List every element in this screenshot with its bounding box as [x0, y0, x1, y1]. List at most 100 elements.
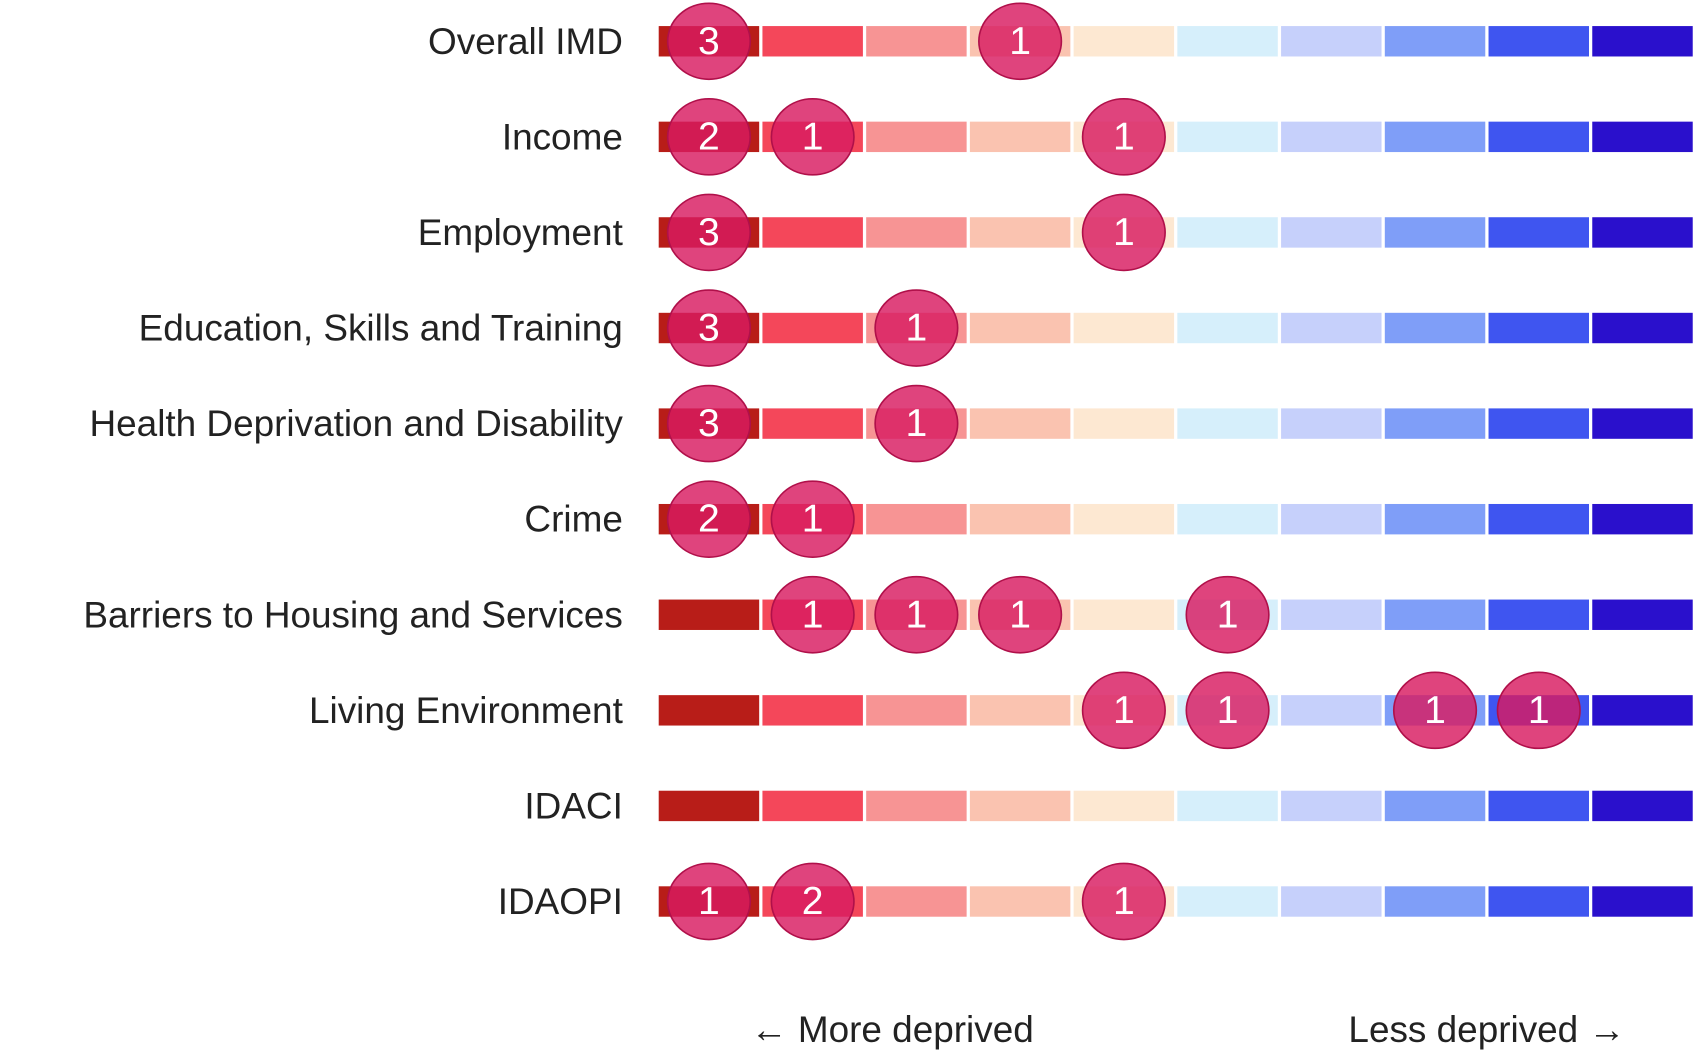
decile-segment — [1177, 121, 1278, 153]
count-label: 2 — [698, 115, 720, 158]
count-bubble — [770, 862, 855, 941]
count-bubble — [666, 98, 752, 176]
row-label: Living Environment — [309, 690, 623, 731]
decile-segment — [762, 217, 863, 248]
decile-segment — [1384, 312, 1486, 344]
decile-segment — [1073, 503, 1175, 535]
count-bubble — [666, 384, 752, 463]
row-label: Overall IMD — [428, 21, 623, 62]
decile-segment — [1281, 599, 1382, 630]
count-bubble — [1081, 193, 1166, 272]
count-bubble — [666, 480, 752, 559]
decile-segment — [1384, 599, 1486, 630]
decile-segment — [1488, 503, 1589, 535]
count-label: 1 — [1217, 689, 1239, 732]
count-label: 1 — [802, 115, 824, 158]
decile-segment — [1073, 26, 1175, 57]
count-label: 1 — [698, 880, 720, 923]
decile-segment — [969, 217, 1071, 248]
row-label: IDAOPI — [498, 881, 623, 922]
count-bubble — [978, 2, 1063, 81]
decile-segment — [969, 695, 1071, 726]
decile-segment — [1281, 26, 1382, 57]
count-label: 3 — [698, 211, 720, 254]
decile-segment — [866, 695, 967, 726]
decile-segment — [1281, 790, 1382, 822]
decile-segment — [1384, 121, 1486, 153]
decile-segment — [1592, 790, 1693, 822]
count-bubble — [666, 862, 752, 941]
decile-segment — [762, 790, 863, 822]
decile-segment — [1384, 886, 1486, 917]
decile-segment — [1281, 503, 1382, 535]
count-label: 2 — [802, 880, 824, 923]
count-bubble — [770, 98, 855, 176]
decile-segment — [1281, 217, 1382, 248]
decile-segment — [866, 121, 967, 153]
decile-segment — [866, 26, 967, 57]
decile-segment — [1488, 599, 1589, 630]
decile-segment — [969, 312, 1071, 344]
decile-segment — [1488, 217, 1589, 248]
count-bubble — [1081, 98, 1166, 176]
decile-segment — [1384, 26, 1486, 57]
decile-segment — [1177, 503, 1278, 535]
decile-segment — [1177, 408, 1278, 439]
decile-segment — [969, 408, 1071, 439]
decile-segment — [1073, 790, 1175, 822]
decile-segment — [1281, 121, 1382, 153]
decile-segment — [658, 599, 760, 630]
decile-segment — [1177, 217, 1278, 248]
count-label: 1 — [906, 593, 928, 636]
count-bubble — [666, 193, 752, 272]
row-label: IDACI — [524, 785, 622, 826]
decile-segment — [1488, 790, 1589, 822]
decile-segment — [658, 790, 760, 822]
decile-segment — [1281, 312, 1382, 344]
decile-segment — [1488, 886, 1589, 917]
decile-segment — [762, 312, 863, 344]
right-label: Less deprived → — [1348, 1009, 1625, 1050]
count-bubble — [1392, 671, 1478, 750]
row-label: Crime — [524, 499, 622, 540]
decile-segment — [866, 503, 967, 535]
decile-segment — [866, 217, 967, 248]
count-label: 2 — [698, 498, 720, 541]
count-label: 1 — [1113, 211, 1135, 254]
count-label: 3 — [698, 402, 720, 445]
count-label: 1 — [1528, 689, 1550, 732]
decile-segment — [1177, 312, 1278, 344]
decile-segment — [969, 503, 1071, 535]
decile-segment — [1281, 408, 1382, 439]
decile-segment — [1592, 503, 1693, 535]
decile-segment — [658, 695, 760, 726]
count-label: 1 — [1217, 593, 1239, 636]
count-bubble — [1081, 862, 1166, 941]
count-bubble — [978, 575, 1063, 654]
count-label: 1 — [1113, 115, 1135, 158]
count-bubble — [666, 289, 752, 367]
count-label: 1 — [906, 402, 928, 445]
decile-segment — [1073, 599, 1175, 630]
count-bubble — [1185, 671, 1270, 750]
decile-segment — [762, 26, 863, 57]
decile-segment — [969, 121, 1071, 153]
decile-segment — [1592, 408, 1693, 439]
decile-segment — [1488, 408, 1589, 439]
count-bubble — [1081, 671, 1166, 750]
count-label: 1 — [1424, 689, 1446, 732]
count-label: 1 — [1113, 880, 1135, 923]
count-label: 1 — [1113, 689, 1135, 732]
decile-segment — [1592, 217, 1693, 248]
count-bubble — [770, 480, 855, 559]
left-label: ← More deprived — [751, 1009, 1034, 1050]
decile-segment — [1177, 26, 1278, 57]
count-label: 1 — [1009, 593, 1031, 636]
decile-segment — [1281, 886, 1382, 917]
decile-segment — [1177, 790, 1278, 822]
decile-segment — [1488, 312, 1589, 344]
decile-segment — [866, 790, 967, 822]
count-label: 1 — [906, 307, 928, 350]
